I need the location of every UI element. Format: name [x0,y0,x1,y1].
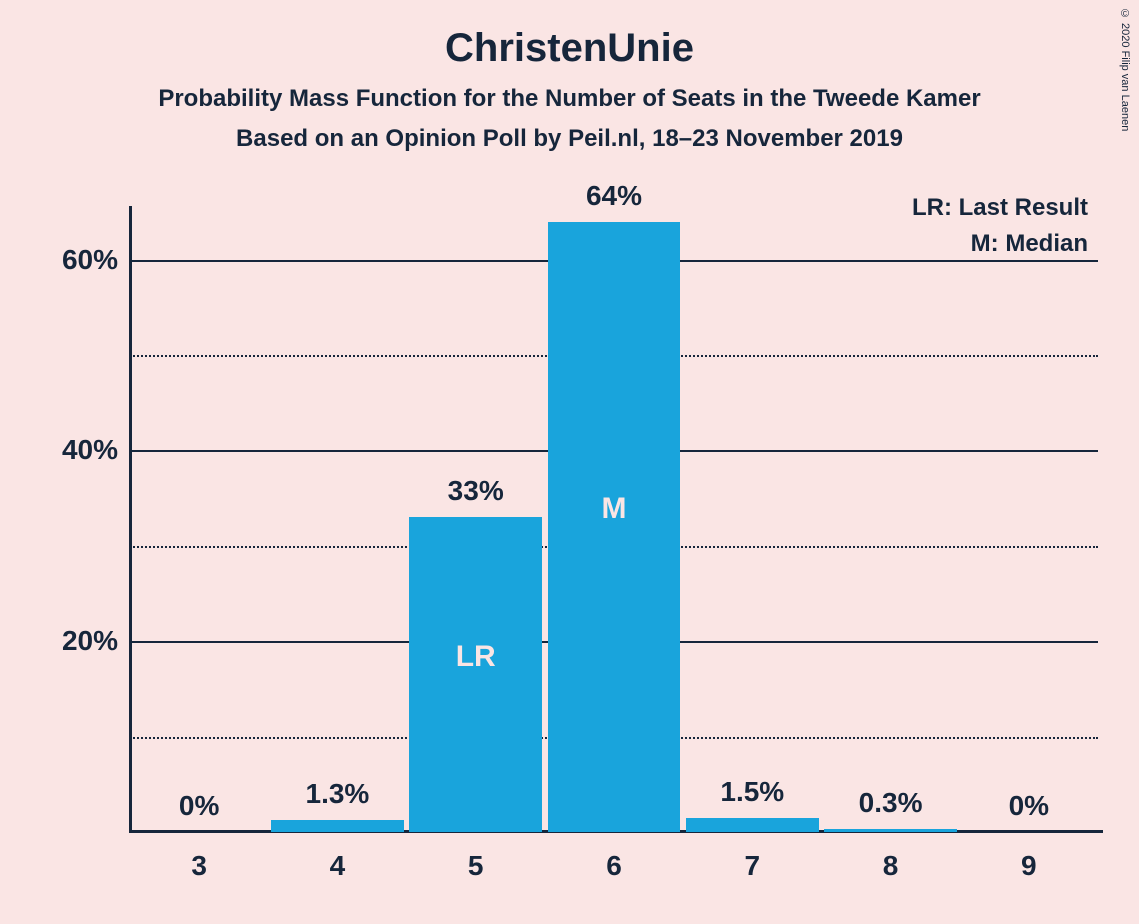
bar-value-label: 0.3% [859,787,923,819]
x-tick-label: 9 [1021,850,1037,882]
x-tick-label: 5 [468,850,484,882]
bar [686,818,819,832]
legend-lr: LR: Last Result [912,194,1088,222]
x-tick-label: 3 [191,850,207,882]
chart-subtitle-2: Based on an Opinion Poll by Peil.nl, 18–… [0,125,1139,153]
plot-area: 20%40%60%0%31.3%433%LR564%M61.5%70.3%80%… [130,212,1098,832]
y-tick-label: 40% [62,434,130,466]
bar-value-label: 1.3% [306,778,370,810]
bar-value-label: 0% [1009,790,1049,822]
bar-inner-label: M [602,492,627,526]
x-tick-label: 7 [744,850,760,882]
bar [271,820,404,832]
bar-value-label: 1.5% [720,776,784,808]
bar-value-label: 33% [448,475,504,507]
bar [824,829,957,832]
x-tick-label: 4 [330,850,346,882]
copyright-text: © 2020 Filip van Laenen [1119,8,1131,131]
x-tick-label: 8 [883,850,899,882]
bar [409,517,542,832]
x-tick-label: 6 [606,850,622,882]
y-tick-label: 20% [62,625,130,657]
bar-inner-label: LR [456,640,496,674]
y-tick-label: 60% [62,244,130,276]
bar-value-label: 64% [586,180,642,212]
bar [548,222,681,832]
legend-m: M: Median [971,230,1088,258]
bar-value-label: 0% [179,790,219,822]
chart-subtitle-1: Probability Mass Function for the Number… [0,85,1139,113]
chart-title: ChristenUnie [0,26,1139,71]
